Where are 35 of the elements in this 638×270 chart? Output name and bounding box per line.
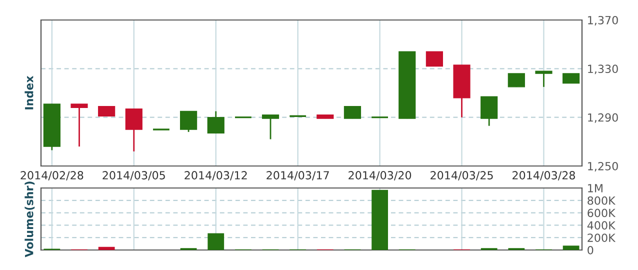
candlestick (98, 106, 116, 116)
x-tick-label: 2014/03/25 (430, 171, 493, 180)
candlestick (480, 96, 498, 127)
y-tick-label: 1,330 (588, 64, 618, 74)
candlestick (535, 70, 552, 88)
x-tick-label: 2014/03/28 (512, 171, 576, 180)
y-tick-label: 800K (588, 196, 616, 205)
y-axis-title: Index (24, 76, 34, 110)
candlestick (508, 72, 525, 88)
x-tick-label: 2014/02/28 (20, 171, 84, 180)
y-tick-label: 1,290 (588, 113, 618, 123)
candlestick (125, 108, 142, 152)
bar (98, 246, 115, 250)
candlestick (262, 114, 280, 140)
y-tick-label: 0 (588, 246, 594, 254)
candlestick (562, 73, 580, 84)
x-tick-label: 2014/03/20 (348, 171, 412, 180)
candlestick (180, 110, 198, 133)
candlestick (344, 106, 362, 120)
y-tick-label: 1,250 (588, 162, 618, 172)
candlestick (426, 51, 443, 67)
y-tick-label: 600K (588, 208, 616, 218)
bar (372, 190, 388, 250)
y-tick-label: 1,370 (588, 16, 618, 26)
y-tick-label: 1M (588, 184, 602, 192)
y-tick-label: 200K (588, 234, 616, 242)
y-axis-title: Volume(shr) (24, 182, 35, 258)
candlestick (207, 110, 224, 134)
candlestick (70, 103, 88, 148)
x-tick-label: 2014/03/12 (184, 171, 247, 180)
bar (208, 233, 224, 250)
x-tick-label: 2014/03/17 (266, 171, 329, 180)
bar (562, 246, 580, 250)
y-tick-label: 400K (587, 221, 616, 230)
x-tick-label: 2014/03/05 (102, 171, 165, 180)
